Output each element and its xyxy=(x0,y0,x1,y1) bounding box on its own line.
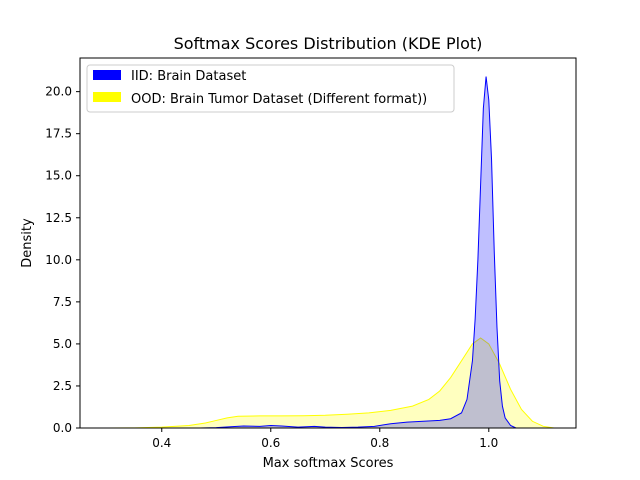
y-axis-ticks: 0.0 2.5 5.0 7.5 10.0 12.5 15.0 17.5 20.0 xyxy=(45,85,80,435)
legend: IID: Brain Dataset OOD: Brain Tumor Data… xyxy=(86,64,455,113)
x-tick-label: 0.8 xyxy=(370,436,389,450)
y-axis-label: Density xyxy=(20,218,35,268)
legend-box xyxy=(86,64,455,113)
legend-swatch-ood xyxy=(93,92,121,102)
y-tick-label: 2.5 xyxy=(53,379,72,393)
y-tick-label: 20.0 xyxy=(45,85,72,99)
legend-label-iid: IID: Brain Dataset xyxy=(131,69,246,84)
y-tick-label: 15.0 xyxy=(45,169,72,183)
y-tick-label: 12.5 xyxy=(45,211,72,225)
x-axis-label: Max softmax Scores xyxy=(263,456,394,471)
x-tick-label: 1.0 xyxy=(479,436,498,450)
y-tick-label: 7.5 xyxy=(53,295,72,309)
x-tick-label: 0.6 xyxy=(261,436,280,450)
chart-title: Softmax Scores Distribution (KDE Plot) xyxy=(174,34,483,53)
series-area-iid xyxy=(199,76,517,428)
y-tick-label: 0.0 xyxy=(53,421,72,435)
plot-frame xyxy=(79,57,577,429)
series-line-ood xyxy=(107,337,555,429)
x-tick-label: 0.4 xyxy=(152,436,171,450)
y-tick-label: 5.0 xyxy=(53,337,72,351)
y-tick-label: 17.5 xyxy=(45,127,72,141)
y-tick-label: 10.0 xyxy=(45,253,72,267)
legend-swatch-iid xyxy=(93,70,121,80)
series-line-iid xyxy=(199,76,517,429)
x-axis-ticks: 0.4 0.6 0.8 1.0 xyxy=(152,428,498,450)
plot-area xyxy=(107,76,555,429)
legend-label-ood: OOD: Brain Tumor Dataset (Different form… xyxy=(131,92,427,107)
series-area-ood xyxy=(107,338,555,428)
